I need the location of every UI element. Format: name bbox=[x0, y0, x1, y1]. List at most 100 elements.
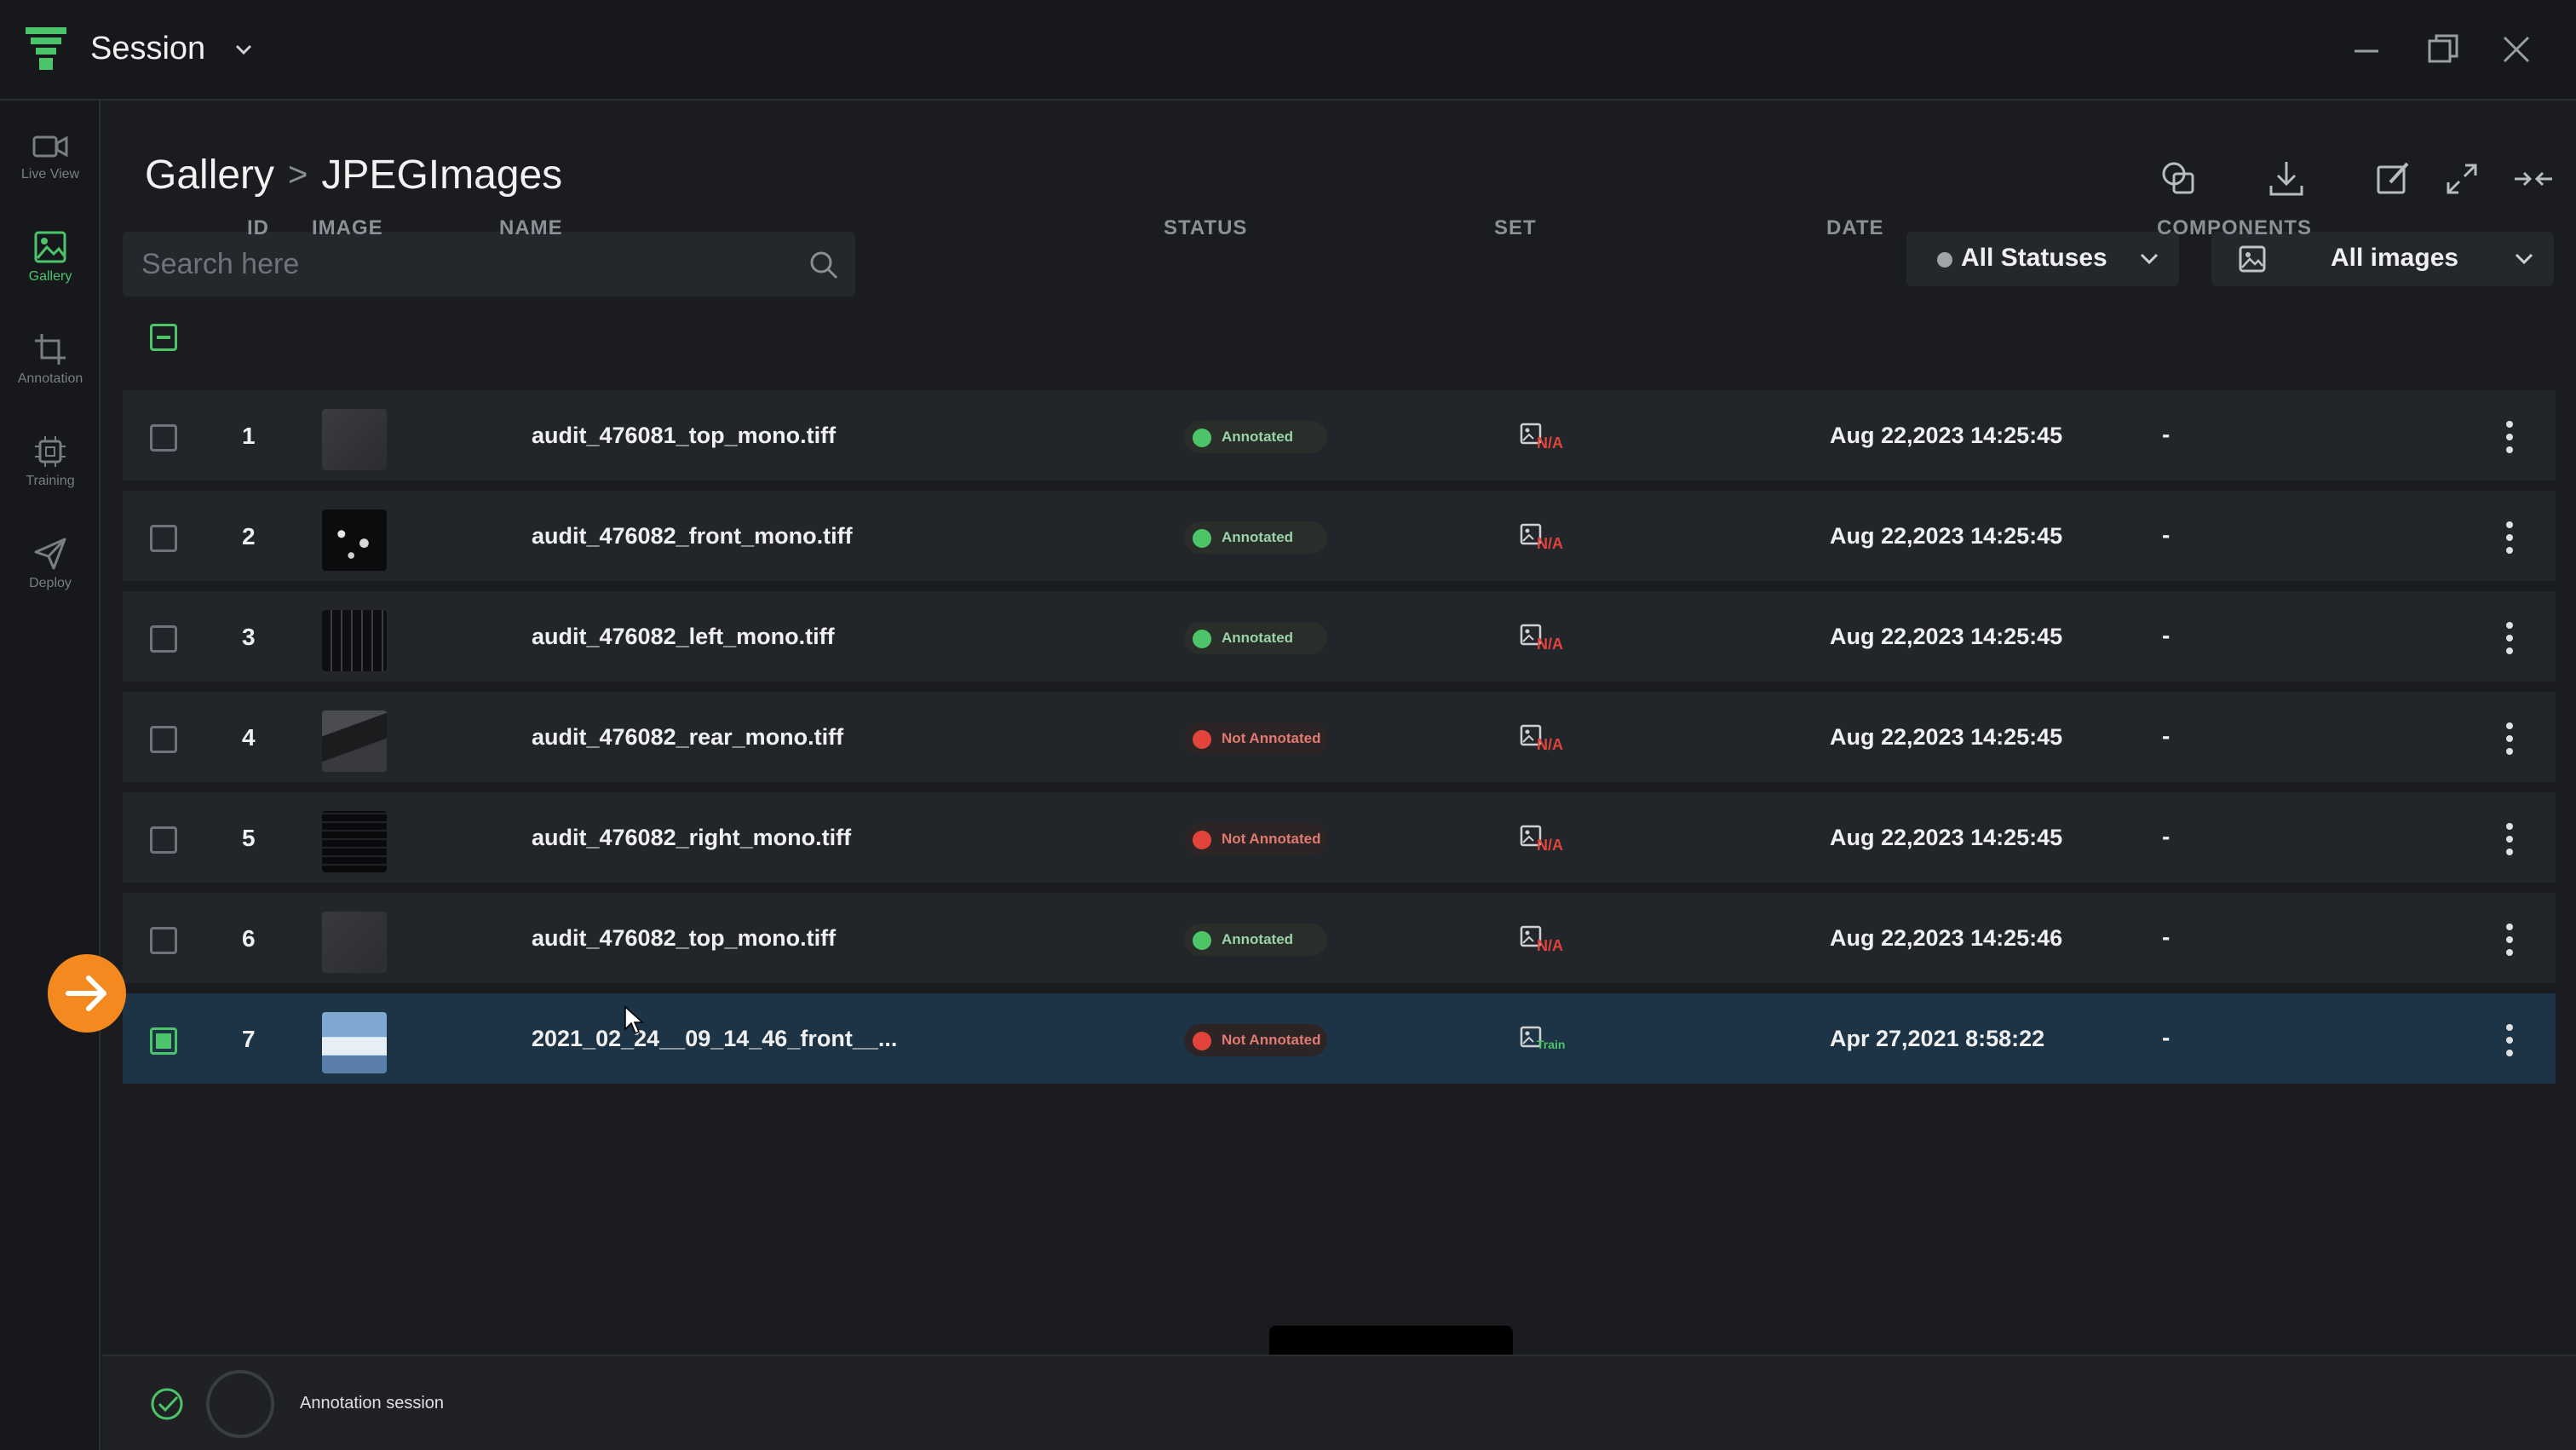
row-checkbox[interactable] bbox=[150, 927, 177, 954]
chip-icon bbox=[35, 436, 66, 467]
image-set-icon bbox=[1520, 423, 1542, 445]
app-logo-icon bbox=[26, 27, 66, 70]
column-header-set[interactable]: SET bbox=[1494, 216, 1537, 239]
more-options-icon[interactable] bbox=[2503, 620, 2516, 656]
row-checkbox[interactable] bbox=[150, 625, 177, 653]
row-name[interactable]: audit_476082_front_mono.tiff bbox=[532, 523, 853, 549]
row-name[interactable]: audit_476082_right_mono.tiff bbox=[532, 825, 852, 850]
row-checkbox[interactable] bbox=[150, 424, 177, 452]
status-badge: Not Annotated bbox=[1184, 823, 1327, 855]
row-thumbnail[interactable] bbox=[322, 1012, 387, 1073]
set-badge: N/A bbox=[1520, 823, 1567, 857]
more-options-icon[interactable] bbox=[2503, 922, 2516, 958]
more-options-icon[interactable] bbox=[2503, 419, 2516, 455]
close-icon[interactable] bbox=[2498, 31, 2535, 68]
nav-label-live-view: Live View bbox=[20, 167, 80, 181]
restore-icon[interactable] bbox=[2424, 31, 2462, 68]
main-content: Gallery > JPEGImages All Statuses bbox=[102, 102, 2576, 1406]
row-name[interactable]: 2021_02_24__09_14_46_front__... bbox=[532, 1026, 898, 1051]
row-thumbnail[interactable] bbox=[322, 610, 387, 671]
row-thumbnail[interactable] bbox=[322, 509, 387, 571]
status-badge: Annotated bbox=[1184, 622, 1327, 654]
more-options-icon[interactable] bbox=[2503, 520, 2516, 555]
minimize-icon[interactable] bbox=[2348, 31, 2385, 68]
set-badge: N/A bbox=[1520, 622, 1567, 656]
table-row[interactable]: 1 audit_476081_top_mono.tiff Annotated N/A A… bbox=[123, 390, 2556, 484]
row-thumbnail[interactable] bbox=[322, 409, 387, 470]
status-text: Not Annotated bbox=[1222, 1032, 1321, 1048]
row-name[interactable]: audit_476082_left_mono.tiff bbox=[532, 624, 835, 649]
column-header-id[interactable]: ID bbox=[247, 216, 269, 239]
edit-icon[interactable] bbox=[2373, 158, 2414, 199]
row-thumbnail[interactable] bbox=[322, 811, 387, 872]
column-header-date[interactable]: DATE bbox=[1826, 216, 1884, 239]
nav-item-annotation[interactable]: Annotation bbox=[0, 332, 101, 417]
status-dot-icon bbox=[1193, 1032, 1211, 1050]
row-thumbnail[interactable] bbox=[322, 912, 387, 973]
table-row[interactable]: 7 2021_02_24__09_14_46_front__... Not Anno… bbox=[123, 993, 2556, 1087]
next-arrow-button[interactable] bbox=[48, 954, 126, 1033]
set-label: N/A bbox=[1537, 535, 1563, 552]
status-dot-icon bbox=[1193, 630, 1211, 648]
more-options-icon[interactable] bbox=[2503, 821, 2516, 857]
breadcrumb-separator: > bbox=[288, 156, 308, 193]
status-badge: Not Annotated bbox=[1184, 722, 1327, 755]
column-header-image: IMAGE bbox=[312, 216, 383, 239]
overlay-compare-icon[interactable] bbox=[2159, 158, 2199, 199]
column-header-components: COMPONENTS bbox=[2157, 216, 2313, 239]
nav-item-gallery[interactable]: Gallery bbox=[0, 230, 101, 315]
chevron-down-icon[interactable] bbox=[232, 39, 256, 60]
row-name[interactable]: audit_476081_top_mono.tiff bbox=[532, 423, 837, 448]
nav-item-live-view[interactable]: Live View bbox=[0, 131, 101, 216]
image-set-icon bbox=[1520, 1026, 1542, 1048]
session-title[interactable]: Session bbox=[90, 31, 206, 66]
row-name[interactable]: audit_476082_top_mono.tiff bbox=[532, 925, 837, 951]
nav-item-training[interactable]: Training bbox=[0, 434, 101, 520]
set-label: N/A bbox=[1537, 937, 1563, 954]
nav-item-deploy[interactable]: Deploy bbox=[0, 537, 101, 622]
row-thumbnail[interactable] bbox=[322, 711, 387, 772]
row-components: - bbox=[2162, 1024, 2171, 1050]
collapse-panel-icon[interactable] bbox=[2513, 158, 2554, 199]
image-filter-dropdown[interactable]: All images bbox=[2211, 232, 2554, 286]
set-label: Train bbox=[1537, 1038, 1566, 1051]
column-header-status[interactable]: STATUS bbox=[1164, 216, 1248, 239]
status-badge: Annotated bbox=[1184, 521, 1327, 554]
row-date: Aug 22,2023 14:25:45 bbox=[1830, 825, 2063, 850]
row-checkbox[interactable] bbox=[150, 1027, 177, 1055]
search-icon[interactable] bbox=[808, 249, 840, 281]
select-all-checkbox[interactable] bbox=[150, 324, 177, 351]
set-badge: Train bbox=[1520, 1024, 1567, 1058]
row-date: Apr 27,2021 8:58:22 bbox=[1830, 1026, 2045, 1051]
column-header-name[interactable]: NAME bbox=[499, 216, 563, 239]
expand-icon[interactable] bbox=[2441, 158, 2482, 199]
status-filter-dropdown[interactable]: All Statuses bbox=[1906, 232, 2179, 286]
image-filter-value: All images bbox=[2331, 244, 2459, 272]
nav-label-deploy: Deploy bbox=[29, 576, 72, 590]
more-options-icon[interactable] bbox=[2503, 721, 2516, 757]
row-id: 4 bbox=[242, 724, 256, 751]
row-components: - bbox=[2162, 622, 2171, 648]
progress-ring bbox=[206, 1370, 274, 1438]
status-badge: Annotated bbox=[1184, 421, 1327, 453]
status-text: Annotated bbox=[1222, 529, 1294, 545]
row-checkbox[interactable] bbox=[150, 826, 177, 854]
status-text: Annotated bbox=[1222, 630, 1294, 646]
table-row[interactable]: 6 audit_476082_top_mono.tiff Annotated N/A A… bbox=[123, 893, 2556, 987]
row-name[interactable]: audit_476082_rear_mono.tiff bbox=[532, 724, 844, 750]
row-checkbox[interactable] bbox=[150, 726, 177, 753]
table-row[interactable]: 4 audit_476082_rear_mono.tiff Not Annotate… bbox=[123, 692, 2556, 785]
table-row[interactable]: 2 audit_476082_front_mono.tiff Annotated N/… bbox=[123, 491, 2556, 584]
search-input[interactable] bbox=[141, 232, 789, 296]
table-row[interactable]: 5 audit_476082_right_mono.tiff Not Annotat… bbox=[123, 792, 2556, 886]
table-row[interactable]: 3 audit_476082_left_mono.tiff Annotated N/A… bbox=[123, 591, 2556, 685]
row-date: Aug 22,2023 14:25:45 bbox=[1830, 523, 2063, 549]
more-options-icon[interactable] bbox=[2503, 1022, 2516, 1058]
breadcrumb-root[interactable]: Gallery bbox=[145, 152, 275, 198]
download-icon[interactable] bbox=[2266, 158, 2307, 199]
row-checkbox[interactable] bbox=[150, 525, 177, 552]
row-id: 7 bbox=[242, 1026, 256, 1052]
crop-icon bbox=[35, 334, 66, 365]
image-set-icon bbox=[1520, 523, 1542, 545]
row-components: - bbox=[2162, 722, 2171, 749]
